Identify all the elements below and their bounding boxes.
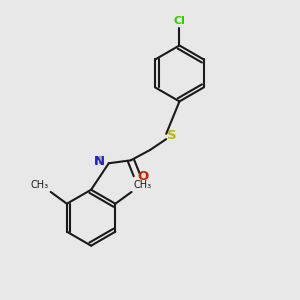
Text: N: N xyxy=(94,155,105,168)
Text: Cl: Cl xyxy=(173,16,185,26)
Text: S: S xyxy=(167,129,176,142)
Text: H: H xyxy=(94,156,101,166)
Text: CH₃: CH₃ xyxy=(134,180,152,190)
Text: O: O xyxy=(138,170,149,183)
Text: CH₃: CH₃ xyxy=(30,180,48,190)
